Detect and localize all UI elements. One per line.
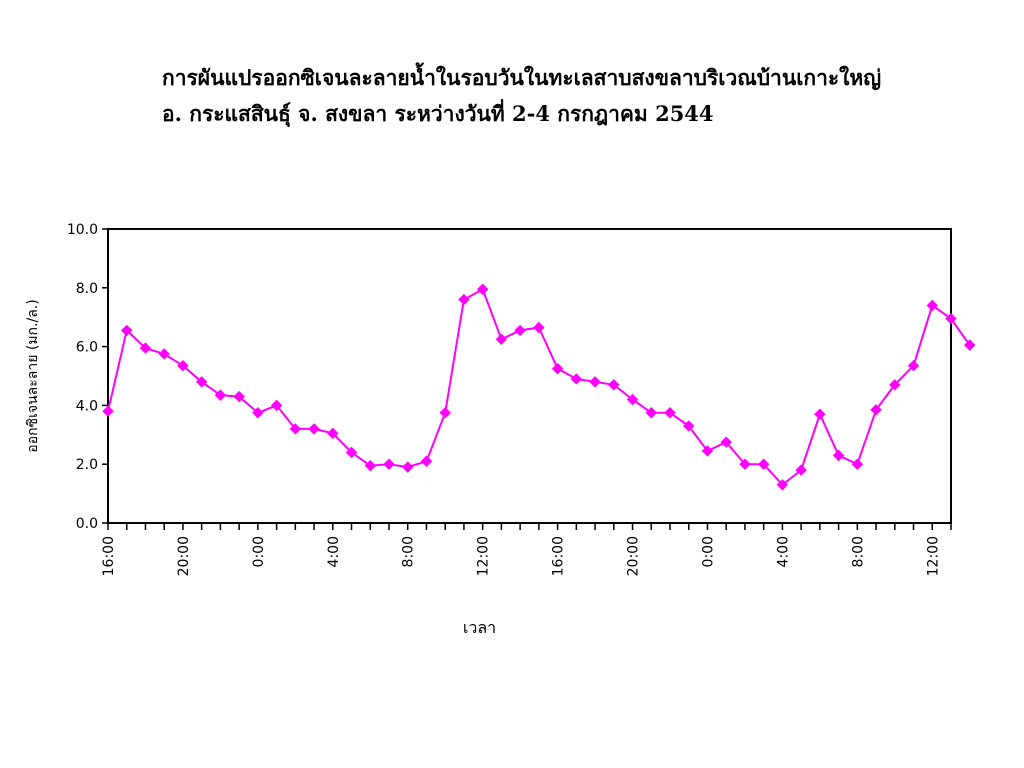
data-point <box>664 407 676 419</box>
data-point <box>645 407 657 419</box>
x-tick-label: 4:00 <box>775 536 791 567</box>
data-point <box>383 458 395 470</box>
y-tick-label: 0.0 <box>76 516 98 532</box>
data-point <box>233 390 245 403</box>
chart-title-line-2: อ. กระแสสินธุ์ จ. สงขลา ระหว่างวันที่ 2-… <box>162 101 714 126</box>
data-point <box>364 459 376 472</box>
data-point <box>832 449 845 462</box>
data-point <box>889 379 901 391</box>
data-point <box>551 362 564 375</box>
data-point <box>420 455 433 467</box>
data-point <box>907 360 920 372</box>
data-point <box>345 446 358 459</box>
data-point <box>776 479 789 491</box>
data-point <box>158 348 170 360</box>
data-point <box>964 339 976 351</box>
x-tick-label: 16:00 <box>551 536 567 576</box>
x-tick-label: 20:00 <box>626 536 642 576</box>
y-tick-label: 6.0 <box>76 340 98 356</box>
y-tick-label: 2.0 <box>76 457 98 473</box>
data-point <box>214 389 227 401</box>
x-tick-label: 8:00 <box>850 536 866 567</box>
data-point <box>701 445 714 457</box>
y-tick-label: 10.0 <box>67 222 98 238</box>
data-point <box>270 399 283 412</box>
data-point <box>945 312 957 325</box>
data-point <box>870 404 882 416</box>
data-point <box>739 458 751 470</box>
data-point <box>589 376 601 388</box>
y-axis-label: ออกซิเจนละลาย (มก./ล.) <box>25 299 41 452</box>
x-tick-label: 8:00 <box>401 536 417 567</box>
data-point <box>195 376 208 388</box>
data-point <box>608 379 620 391</box>
data-point <box>139 342 152 354</box>
data-point <box>851 458 864 470</box>
chart-title: การผันแปรออกซิเจนละลายน้ำในรอบวันในทะเลส… <box>162 60 881 132</box>
y-tick-label: 4.0 <box>76 398 98 414</box>
x-tick-label: 16:00 <box>101 536 117 576</box>
x-tick-label: 0:00 <box>251 536 267 567</box>
data-point <box>402 461 414 473</box>
data-point <box>533 321 545 334</box>
y-tick-label: 8.0 <box>76 281 98 297</box>
data-point <box>926 299 938 312</box>
data-point <box>514 324 526 337</box>
x-tick-label: 12:00 <box>476 536 492 576</box>
x-axis-label: เวลา <box>463 618 496 637</box>
data-point <box>757 458 770 470</box>
chart-title-line-1: การผันแปรออกซิเจนละลายน้ำในรอบวันในทะเลส… <box>162 65 882 90</box>
data-point <box>439 407 451 419</box>
data-point <box>458 293 470 306</box>
x-tick-label: 20:00 <box>176 536 192 576</box>
data-point <box>570 373 583 385</box>
data-point <box>121 324 133 337</box>
data-point <box>476 283 489 295</box>
data-point <box>308 423 320 435</box>
data-point <box>683 420 695 432</box>
data-point <box>495 333 508 345</box>
data-point <box>289 423 302 435</box>
data-point <box>327 427 339 440</box>
data-point <box>795 464 807 476</box>
plot-area <box>107 228 952 524</box>
data-point <box>102 405 114 417</box>
data-point <box>720 436 732 448</box>
data-point <box>626 393 639 406</box>
x-tick-label: 12:00 <box>925 536 941 576</box>
x-tick-label: 0:00 <box>700 536 716 567</box>
data-point <box>814 408 826 420</box>
data-point <box>177 360 189 372</box>
data-point <box>252 407 264 419</box>
x-tick-label: 4:00 <box>326 536 342 567</box>
